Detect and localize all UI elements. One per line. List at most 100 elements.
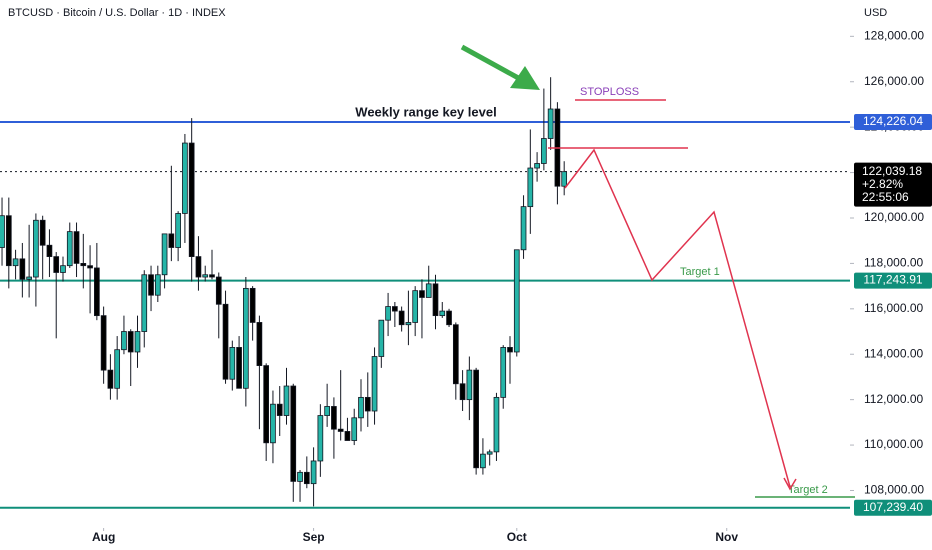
candle-body [351,417,358,441]
candle-body [378,319,385,357]
candle-body [290,385,297,482]
candle-body [39,219,46,246]
y-tick-label: 110,000.00 [864,437,923,451]
last-price-label: 122,039.18 [862,164,922,178]
candle-body [73,231,80,264]
candle-body [392,306,398,312]
projection-path [564,148,791,488]
candle-body [331,406,337,430]
projection-arrowhead [783,477,797,491]
candle-body [134,331,141,353]
candle-body [317,415,324,462]
candle-body [276,403,283,416]
y-tick-label: 126,000.00 [864,74,924,88]
price-axis: 108,000.00 110,000.00 112,000.00 114,000.00… [92,29,932,544]
candle-body [0,215,5,248]
candle-body [256,322,263,366]
candle-body [94,267,100,317]
candle-body [310,460,317,485]
plot [0,77,850,509]
candle-body [459,383,466,401]
level-label: 117,243.91 [863,273,922,287]
y-tick-label: 114,000.00 [864,346,923,360]
candle-body [202,274,209,278]
candle-body [161,233,168,276]
candle-body [480,453,486,469]
candle-body [148,274,154,296]
candle-body [486,451,493,455]
level-label: 107,239.40 [863,500,923,514]
key-level-label: Weekly range key level [355,104,496,119]
stoploss-label: STOPLOSS [580,86,639,98]
x-tick-label: Sep [303,530,325,544]
candle-body [283,385,290,416]
candle-body [500,347,507,398]
candle-body [419,290,425,298]
y-tick-label: 118,000.00 [864,256,923,270]
level-tag [854,499,932,516]
candle-body [534,163,540,169]
candle-body [127,331,134,353]
change-label: +2.82% [862,177,903,191]
candle-body [215,276,222,305]
y-tick-label: 128,000.00 [864,29,924,43]
candle-body [547,108,554,139]
candle-body [141,274,148,332]
candle-body [270,403,276,444]
candle-body [527,167,534,208]
countdown-label: 22:55:06 [862,190,909,204]
y-tick-label: 116,000.00 [864,301,923,315]
candle-body [168,233,175,248]
candle-body [243,287,249,389]
candle-body [236,347,242,389]
candle-body [344,431,351,441]
candle-body [60,265,66,273]
candle-body [297,471,303,482]
x-tick-label: Nov [715,530,738,544]
candle-body [452,324,459,385]
candle-body [26,276,32,280]
candle-body [87,265,93,269]
candle-body [398,310,405,326]
candle-body [520,206,527,251]
candle-body [107,369,114,389]
y-tick-label: 120,000.00 [864,210,924,224]
pointer-arrowhead [510,66,540,90]
candle-body [337,428,344,432]
candle-body [33,219,39,278]
candle-body [324,406,330,416]
candle-body [513,249,520,353]
candle-body [53,256,60,273]
candle-body [493,396,500,453]
x-tick-label: Oct [507,530,527,544]
x-tick-label: Aug [92,530,115,544]
symbol-title: BTCUSD · Bitcoin / U.S. Dollar · 1D · IN… [8,7,226,19]
candle-body [412,290,419,323]
candle-body [432,283,439,317]
candle-body [182,142,188,214]
candle-body [425,283,432,298]
candle-body [466,369,473,401]
candle-body [195,256,202,278]
candle-body [405,322,412,326]
candle-body [154,274,161,296]
candle-body [12,258,19,267]
candle-body [541,138,547,164]
candle-body [303,471,310,485]
candle-body [66,231,73,267]
candle-body [446,310,452,326]
candle-body [114,349,121,389]
candle-body [222,303,229,380]
currency: USD [864,7,887,19]
y-tick-label: 108,000.00 [864,483,924,497]
candle-body [209,274,215,278]
candle-body [385,306,391,321]
level-tag [854,114,932,131]
last-price-tag [854,162,932,207]
level-tag [854,272,932,289]
candle-body [507,347,513,353]
candle-body [80,263,87,267]
candle-body [188,142,195,257]
candle-body [229,347,236,380]
